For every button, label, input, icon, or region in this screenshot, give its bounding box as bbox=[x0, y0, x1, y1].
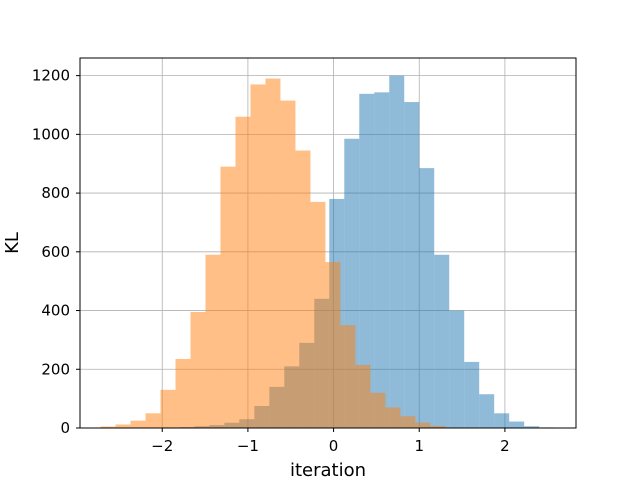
histogram-bar-series-2 bbox=[100, 426, 116, 428]
plot-frame bbox=[79, 57, 577, 429]
histogram-bar-series-2 bbox=[295, 150, 311, 428]
histogram-bar-series-2 bbox=[160, 389, 176, 428]
y-tick-label: 200 bbox=[41, 360, 70, 378]
histogram-bar-series-2 bbox=[130, 420, 146, 428]
histogram-bar-series-2 bbox=[430, 425, 446, 428]
histogram-bar-series-1 bbox=[359, 93, 375, 429]
y-tick-label: 0 bbox=[60, 419, 70, 437]
histogram-bar-series-1 bbox=[524, 426, 540, 428]
histogram-bar-series-1 bbox=[449, 310, 465, 428]
histogram-bar-series-2 bbox=[340, 325, 356, 428]
histogram-bars bbox=[100, 75, 555, 429]
histogram-bar-series-2 bbox=[220, 166, 236, 428]
y-tick-label: 1000 bbox=[32, 125, 70, 143]
histogram-bar-series-2 bbox=[175, 358, 191, 428]
x-tick-label: −2 bbox=[151, 437, 173, 455]
histogram-bar-series-1 bbox=[389, 75, 405, 428]
x-axis-label: iteration bbox=[290, 460, 366, 480]
histogram-bar-series-2 bbox=[115, 424, 131, 428]
histogram-bar-series-1 bbox=[464, 361, 480, 428]
histogram-bar-series-2 bbox=[355, 364, 371, 428]
histogram-bar-series-2 bbox=[235, 116, 251, 428]
histogram-bar-series-2 bbox=[310, 201, 326, 428]
histogram-bar-series-1 bbox=[404, 102, 420, 429]
histogram-bar-series-2 bbox=[415, 422, 431, 428]
histogram-bar-series-1 bbox=[374, 92, 390, 428]
histogram-bar-series-2 bbox=[325, 262, 341, 428]
histogram-bar-series-1 bbox=[419, 168, 435, 428]
histogram-bar-series-2 bbox=[400, 416, 416, 428]
y-tick-label: 400 bbox=[41, 302, 70, 320]
histogram-bar-series-2 bbox=[370, 392, 386, 428]
x-tick-label: 0 bbox=[329, 437, 339, 455]
axis-ticks: −2 −1 0 1 2 0 200 400 600 800 1000 1200 bbox=[32, 67, 510, 455]
x-tick-label: 2 bbox=[500, 437, 510, 455]
histogram-bar-series-2 bbox=[250, 84, 266, 428]
y-axis-label: KL bbox=[2, 232, 23, 254]
histogram-bar-series-2 bbox=[145, 413, 161, 428]
y-tick-label: 600 bbox=[41, 243, 70, 261]
histogram-bar-series-1 bbox=[509, 421, 525, 428]
histogram-bar-series-1 bbox=[434, 254, 450, 428]
x-tick-label: 1 bbox=[414, 437, 424, 455]
histogram-bar-series-2 bbox=[205, 254, 221, 428]
histogram-bar-series-2 bbox=[385, 407, 401, 428]
histogram-bar-series-1 bbox=[479, 394, 495, 428]
x-tick-label: −1 bbox=[237, 437, 259, 455]
histogram-bar-series-2 bbox=[190, 312, 206, 428]
y-tick-label: 800 bbox=[41, 184, 70, 202]
y-tick-label: 1200 bbox=[32, 67, 70, 85]
histogram-bar-series-2 bbox=[265, 78, 281, 429]
histogram-bar-series-2 bbox=[280, 100, 296, 428]
histogram-bar-series-1 bbox=[494, 413, 510, 428]
